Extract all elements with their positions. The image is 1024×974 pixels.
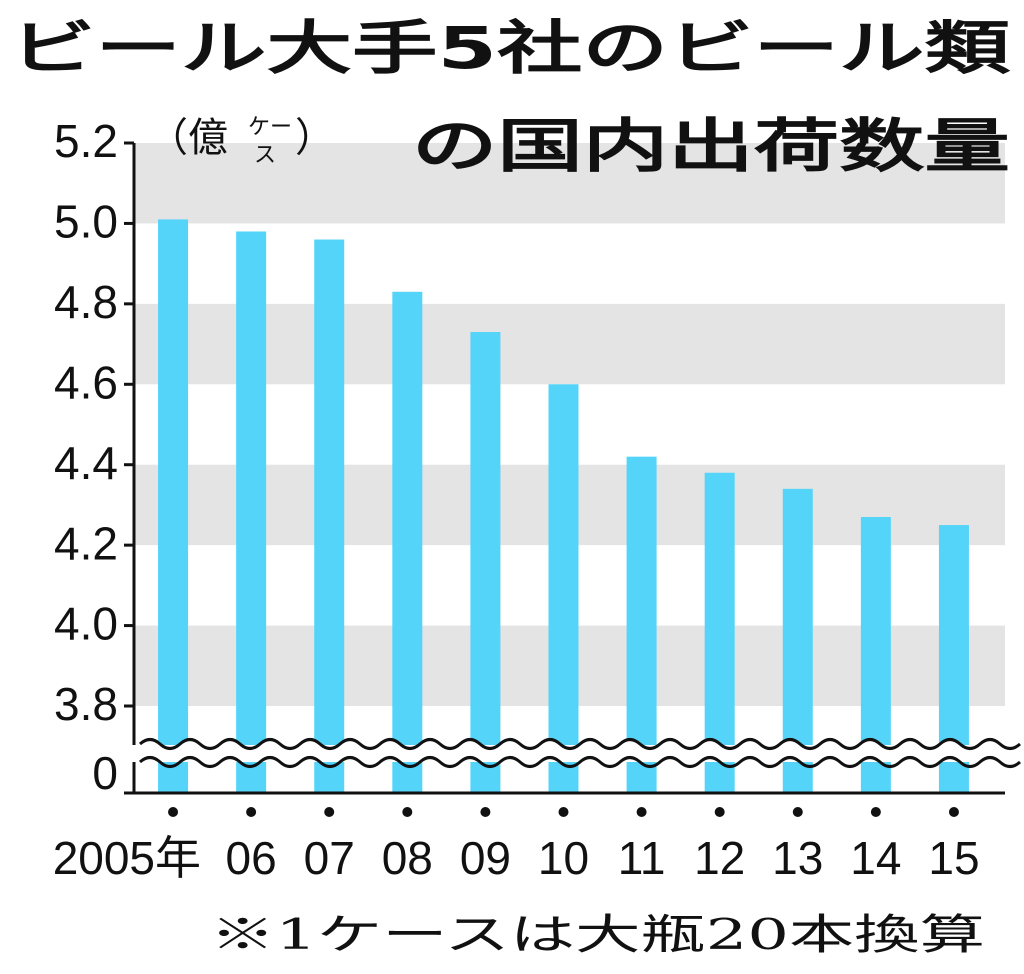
plot: 5.2 5.0 4.8 4.6 4.4 4.2 4.0 3.8 0 2005年 06 07 08 09 10… xyxy=(53,115,1022,884)
grid-band xyxy=(134,303,1005,385)
tick-dot xyxy=(168,807,179,817)
x-tick-label: 11 xyxy=(618,832,666,884)
x-tick-label: 06 xyxy=(226,832,277,884)
x-tick-label: 14 xyxy=(850,832,901,884)
y-tick-label: 4.8 xyxy=(54,276,118,328)
y-axis-unit: （億 xyxy=(148,115,228,161)
tick-dot xyxy=(558,807,569,817)
chart-title: の国内出荷数量 xyxy=(412,112,1010,180)
bar xyxy=(236,231,267,793)
x-tick-label: 12 xyxy=(694,832,745,884)
x-tick-label: 09 xyxy=(460,832,511,884)
y-tick-label: 4.6 xyxy=(54,356,118,408)
axis-break-line xyxy=(138,756,1022,768)
axis-break-line xyxy=(138,738,1022,750)
y-axis-unit: ケー xyxy=(248,115,292,140)
y-tick-label: 5.0 xyxy=(54,196,118,248)
tick-dot xyxy=(948,807,959,817)
tick-dot xyxy=(324,807,335,817)
x-tick-label: 15 xyxy=(928,832,979,884)
bar xyxy=(470,332,501,793)
tick-dot xyxy=(714,807,725,817)
y-axis-unit: ） xyxy=(295,115,335,161)
bar xyxy=(626,456,657,793)
bar xyxy=(314,239,345,793)
y-tick-label: 4.0 xyxy=(54,598,118,650)
y-axis-unit: ス xyxy=(254,143,276,168)
chart-title: ビール大手5社のビール類 xyxy=(10,14,1011,82)
x-tick-label: 08 xyxy=(382,832,433,884)
x-tick-label: 07 xyxy=(304,832,355,884)
tick-dot xyxy=(870,807,881,817)
y-tick-label: 4.2 xyxy=(54,517,118,569)
bar xyxy=(158,219,189,793)
y-tick-label: 4.4 xyxy=(54,437,118,489)
x-tick-label: 2005年 xyxy=(53,832,201,884)
tick-dot xyxy=(480,807,491,817)
y-tick-label: 0 xyxy=(92,747,118,799)
y-tick-label: 3.8 xyxy=(54,678,118,730)
y-tick-label: 5.2 xyxy=(54,115,118,167)
bar xyxy=(548,384,579,793)
footnote: ※1ケースは大瓶20本換算 xyxy=(210,910,985,959)
bar xyxy=(392,291,423,793)
tick-dot xyxy=(246,807,257,817)
x-tick-label: 10 xyxy=(538,832,589,884)
tick-dot xyxy=(402,807,413,817)
tick-dot xyxy=(792,807,803,817)
x-tick-label: 13 xyxy=(772,832,823,884)
tick-dot xyxy=(636,807,647,817)
grid-band xyxy=(134,143,1005,224)
